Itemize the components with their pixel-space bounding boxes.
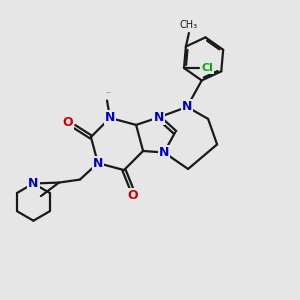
Text: N: N <box>93 157 103 169</box>
Text: O: O <box>128 189 138 202</box>
Text: N: N <box>28 177 39 190</box>
Text: N: N <box>159 146 169 159</box>
Text: N: N <box>105 111 115 124</box>
Text: methyl: methyl <box>107 92 112 93</box>
Text: N: N <box>153 111 164 124</box>
Text: CH₃: CH₃ <box>180 20 198 30</box>
Text: O: O <box>62 116 73 129</box>
Text: N: N <box>182 100 192 113</box>
Text: Cl: Cl <box>202 63 213 73</box>
